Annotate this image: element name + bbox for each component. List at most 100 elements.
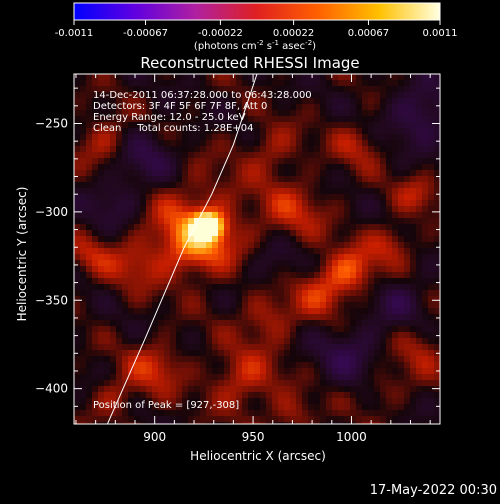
- heatmap-cell: [86, 320, 93, 327]
- heatmap-cell: [236, 164, 243, 171]
- heatmap-cell: [422, 200, 429, 207]
- heatmap-cell: [98, 212, 105, 219]
- heatmap-cell: [134, 308, 141, 315]
- heatmap-cell: [422, 248, 429, 255]
- heatmap-cell: [410, 128, 417, 135]
- heatmap-cell: [308, 344, 315, 351]
- heatmap-cell: [308, 350, 315, 357]
- heatmap-cell: [380, 266, 387, 273]
- heatmap-cell: [194, 410, 201, 417]
- heatmap-cell: [362, 260, 369, 267]
- heatmap-cell: [194, 374, 201, 381]
- heatmap-cell: [296, 392, 303, 399]
- heatmap-cell: [104, 410, 111, 417]
- heatmap-cell: [116, 416, 123, 423]
- heatmap-cell: [344, 170, 351, 177]
- heatmap-cell: [356, 398, 363, 405]
- heatmap-cell: [194, 74, 201, 81]
- heatmap-cell: [242, 116, 249, 123]
- heatmap-cell: [362, 74, 369, 81]
- heatmap-cell: [326, 158, 333, 165]
- heatmap-cell: [308, 254, 315, 261]
- heatmap-cell: [194, 326, 201, 333]
- heatmap-cell: [200, 344, 207, 351]
- heatmap-cell: [224, 146, 231, 153]
- heatmap-cell: [272, 110, 279, 117]
- heatmap-cell: [434, 302, 440, 309]
- heatmap-cell: [410, 266, 417, 273]
- heatmap-cell: [134, 254, 141, 261]
- heatmap-cell: [116, 260, 123, 267]
- heatmap-cell: [332, 242, 339, 249]
- heatmap-cell: [260, 140, 267, 147]
- heatmap-cell: [200, 350, 207, 357]
- heatmap-cell: [104, 116, 111, 123]
- heatmap-cell: [404, 344, 411, 351]
- heatmap-cell: [206, 368, 213, 375]
- heatmap-cell: [260, 110, 267, 117]
- heatmap-cell: [74, 404, 81, 411]
- heatmap-cell: [428, 398, 435, 405]
- heatmap-cell: [422, 296, 429, 303]
- heatmap-cell: [266, 80, 273, 87]
- heatmap-cell: [290, 314, 297, 321]
- heatmap-cell: [206, 242, 213, 249]
- heatmap-cell: [80, 290, 87, 297]
- heatmap-cell: [422, 314, 429, 321]
- heatmap-cell: [230, 134, 237, 141]
- heatmap-cell: [230, 326, 237, 333]
- heatmap-cell: [212, 104, 219, 111]
- heatmap-cell: [302, 158, 309, 165]
- heatmap-cell: [74, 338, 81, 345]
- heatmap-cell: [326, 146, 333, 153]
- heatmap-cell: [398, 152, 405, 159]
- heatmap-cell: [350, 86, 357, 93]
- heatmap-cell: [218, 392, 225, 399]
- heatmap-cell: [218, 200, 225, 207]
- heatmap-cell: [170, 206, 177, 213]
- heatmap-cell: [410, 350, 417, 357]
- heatmap-cell: [296, 314, 303, 321]
- heatmap-cell: [326, 404, 333, 411]
- heatmap-cell: [260, 206, 267, 213]
- heatmap-cell: [338, 248, 345, 255]
- heatmap-cell: [134, 278, 141, 285]
- heatmap-cell: [176, 290, 183, 297]
- heatmap-cell: [230, 266, 237, 273]
- heatmap-cell: [398, 116, 405, 123]
- heatmap-cell: [332, 350, 339, 357]
- heatmap-cell: [380, 410, 387, 417]
- heatmap-cell: [152, 386, 159, 393]
- heatmap-cell: [146, 410, 153, 417]
- heatmap-cell: [278, 386, 285, 393]
- heatmap-cell: [86, 194, 93, 201]
- heatmap-cell: [368, 416, 375, 423]
- heatmap-cell: [200, 110, 207, 117]
- heatmap-cell: [362, 422, 369, 424]
- heatmap-cell: [302, 260, 309, 267]
- heatmap-cell: [260, 158, 267, 165]
- heatmap-cell: [284, 380, 291, 387]
- heatmap-cell: [134, 140, 141, 147]
- heatmap-cell: [278, 236, 285, 243]
- heatmap-cell: [344, 320, 351, 327]
- heatmap-cell: [80, 176, 87, 183]
- heatmap-cell: [332, 344, 339, 351]
- heatmap-cell: [320, 92, 327, 99]
- heatmap-cell: [308, 80, 315, 87]
- heatmap-cell: [140, 338, 147, 345]
- heatmap-cell: [302, 272, 309, 279]
- heatmap-cell: [140, 110, 147, 117]
- heatmap-cell: [434, 158, 440, 165]
- heatmap-cell: [92, 248, 99, 255]
- heatmap-cell: [278, 170, 285, 177]
- heatmap-cell: [350, 320, 357, 327]
- heatmap-cell: [134, 170, 141, 177]
- heatmap-cell: [86, 254, 93, 261]
- heatmap-cell: [308, 272, 315, 279]
- heatmap-cell: [392, 410, 399, 417]
- heatmap-cell: [356, 242, 363, 249]
- heatmap-cell: [86, 308, 93, 315]
- heatmap-cell: [152, 92, 159, 99]
- heatmap-cell: [302, 374, 309, 381]
